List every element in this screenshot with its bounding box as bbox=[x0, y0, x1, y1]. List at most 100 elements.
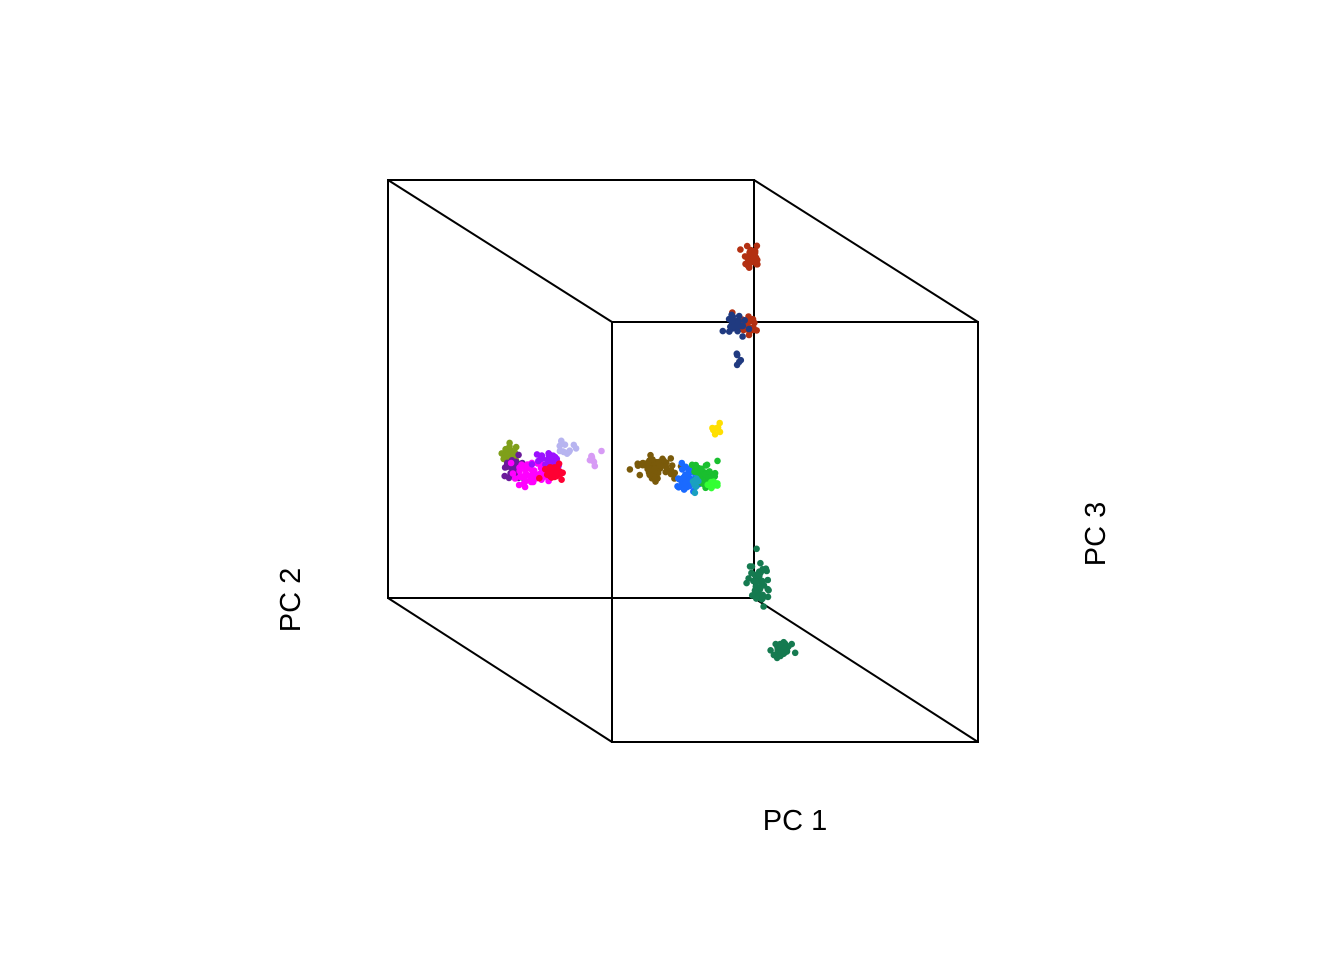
data-point bbox=[770, 651, 778, 659]
data-point bbox=[767, 647, 774, 654]
data-point bbox=[558, 437, 565, 445]
data-point bbox=[529, 467, 537, 475]
data-point bbox=[646, 471, 653, 479]
data-point bbox=[512, 458, 520, 466]
data-point bbox=[556, 447, 564, 455]
data-point bbox=[735, 312, 743, 320]
data-point bbox=[748, 563, 756, 570]
data-point bbox=[683, 470, 691, 478]
data-point bbox=[753, 578, 760, 585]
cube-edge-bottom-left bbox=[387, 597, 613, 743]
data-point bbox=[691, 468, 698, 476]
data-point bbox=[743, 242, 751, 250]
data-point bbox=[735, 318, 742, 325]
data-point bbox=[759, 577, 766, 585]
data-point bbox=[662, 468, 669, 476]
data-point bbox=[756, 572, 763, 579]
data-point bbox=[558, 476, 565, 484]
data-point bbox=[706, 468, 713, 475]
data-point bbox=[553, 469, 561, 477]
data-point bbox=[748, 569, 755, 577]
data-point bbox=[598, 447, 605, 455]
data-point bbox=[516, 464, 523, 471]
data-point bbox=[692, 479, 699, 486]
data-point bbox=[645, 464, 652, 472]
data-point bbox=[745, 575, 752, 582]
data-point bbox=[529, 477, 537, 484]
data-point bbox=[709, 424, 716, 432]
data-point bbox=[656, 462, 664, 470]
data-point bbox=[760, 603, 767, 610]
data-point bbox=[522, 471, 529, 478]
data-point bbox=[528, 461, 536, 468]
data-point bbox=[507, 464, 515, 471]
data-point bbox=[515, 481, 523, 489]
scatter-points bbox=[498, 242, 799, 662]
data-point bbox=[763, 567, 770, 575]
data-point bbox=[737, 246, 744, 253]
data-point bbox=[662, 463, 670, 470]
data-point bbox=[698, 465, 705, 473]
data-point bbox=[733, 351, 741, 359]
data-point bbox=[634, 462, 642, 470]
data-point bbox=[543, 471, 551, 479]
data-point bbox=[512, 443, 520, 451]
data-point bbox=[667, 455, 675, 462]
data-point bbox=[744, 262, 752, 270]
data-point bbox=[753, 242, 761, 250]
data-point bbox=[538, 452, 546, 459]
data-point bbox=[739, 333, 746, 340]
data-point bbox=[719, 327, 727, 335]
data-point bbox=[751, 587, 759, 594]
data-point bbox=[507, 459, 515, 467]
data-point bbox=[586, 456, 594, 464]
data-point bbox=[703, 461, 711, 469]
data-point bbox=[733, 361, 741, 369]
data-point bbox=[753, 545, 760, 553]
data-point bbox=[636, 471, 644, 479]
data-point bbox=[728, 318, 736, 326]
data-point bbox=[764, 593, 772, 601]
data-point bbox=[678, 466, 686, 473]
data-point bbox=[737, 356, 745, 364]
cube-edge-top-left bbox=[387, 179, 613, 323]
data-point bbox=[714, 482, 721, 489]
data-point bbox=[565, 448, 573, 456]
data-point bbox=[536, 474, 543, 482]
data-point bbox=[752, 254, 760, 261]
data-point bbox=[780, 638, 787, 646]
data-point bbox=[757, 559, 764, 567]
data-point bbox=[777, 649, 785, 656]
x-axis-label: PC 1 bbox=[763, 805, 827, 837]
back-face bbox=[387, 179, 755, 599]
data-point bbox=[726, 328, 733, 335]
data-point bbox=[739, 322, 747, 330]
cube-edge-bottom-right bbox=[753, 597, 979, 743]
data-point bbox=[714, 457, 721, 465]
data-point bbox=[591, 462, 599, 470]
data-point bbox=[509, 470, 517, 477]
data-point bbox=[626, 466, 634, 473]
data-point bbox=[748, 592, 756, 599]
data-point bbox=[544, 456, 551, 464]
cube-edge-top-right bbox=[753, 179, 979, 323]
data-point bbox=[570, 441, 578, 449]
front-face bbox=[611, 321, 979, 743]
data-point bbox=[502, 445, 509, 453]
data-point bbox=[714, 424, 722, 431]
data-point bbox=[515, 451, 522, 459]
data-point bbox=[764, 576, 772, 584]
data-point bbox=[501, 472, 509, 480]
data-point bbox=[745, 331, 753, 339]
data-point bbox=[711, 431, 719, 438]
y-axis-label: PC 2 bbox=[275, 568, 307, 632]
data-point bbox=[745, 325, 753, 333]
data-point bbox=[649, 456, 656, 463]
data-point bbox=[667, 466, 675, 474]
data-point bbox=[783, 647, 791, 655]
data-point bbox=[691, 489, 699, 497]
data-point bbox=[675, 475, 682, 482]
data-point bbox=[729, 313, 737, 320]
z-axis-label: PC 3 bbox=[1080, 502, 1112, 566]
